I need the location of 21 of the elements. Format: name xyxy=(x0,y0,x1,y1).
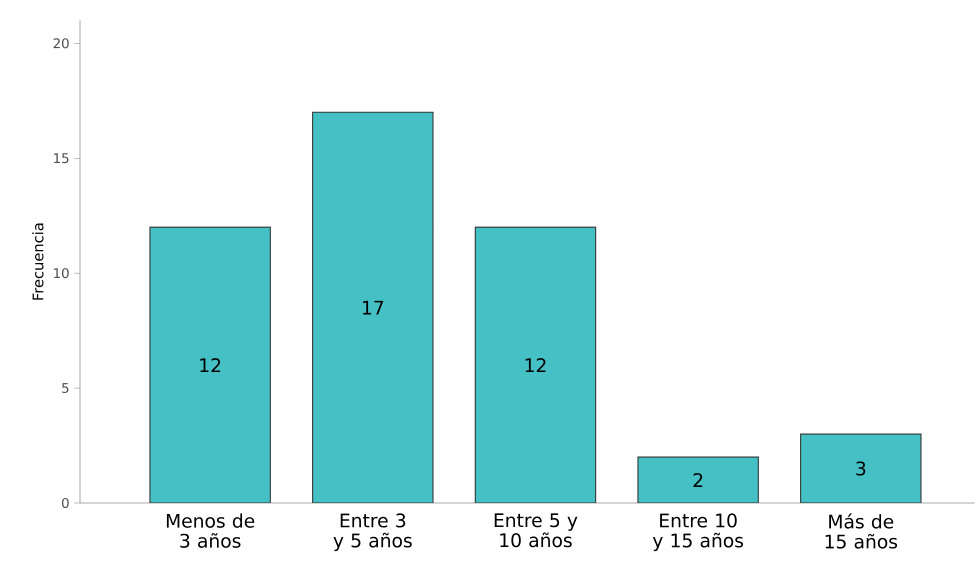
bar xyxy=(800,434,922,503)
y-axis-title: Frecuencia xyxy=(32,224,44,300)
bar xyxy=(149,226,271,503)
x-tick-label: Más de 15 años xyxy=(826,513,898,549)
x-tick-label: Menos de 3 años xyxy=(166,513,254,548)
y-tick-label: 0 xyxy=(62,498,69,508)
y-tick-label: 15 xyxy=(54,153,68,164)
bar xyxy=(474,226,596,503)
data-label: 12 xyxy=(526,358,546,372)
data-label: 3 xyxy=(856,461,866,476)
data-label: 17 xyxy=(362,300,384,314)
bar xyxy=(637,456,759,503)
x-tick-label: Entre 5 y 10 años xyxy=(494,513,578,548)
y-tick-label: 20 xyxy=(54,38,69,48)
x-tick-label: Entre 10 y 15 años xyxy=(652,513,744,552)
y-tick-label: 10 xyxy=(54,268,69,278)
y-tick-label: 5 xyxy=(62,383,68,394)
data-label: 2 xyxy=(694,473,702,487)
bar xyxy=(312,112,434,503)
x-tick-label: Entre 3 y 5 años xyxy=(333,513,412,552)
data-label: 12 xyxy=(200,358,220,372)
